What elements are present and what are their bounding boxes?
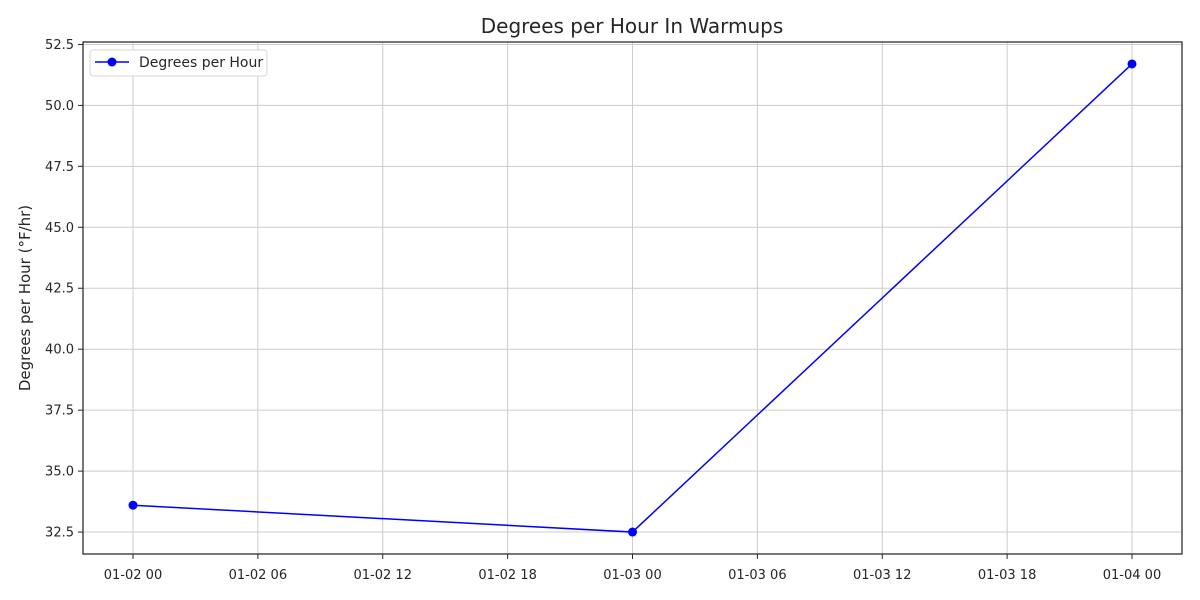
data-point [128, 500, 138, 510]
legend-marker [107, 57, 117, 67]
y-tick-label: 47.5 [45, 160, 74, 175]
x-tick-label: 01-03 06 [728, 568, 786, 583]
data-point [1127, 59, 1137, 69]
y-tick-label: 45.0 [45, 221, 74, 236]
y-axis-label: Degrees per Hour (°F/hr) [16, 205, 34, 391]
y-tick-label: 52.5 [45, 38, 74, 53]
x-tick-label: 01-02 12 [354, 568, 412, 583]
x-tick-label: 01-02 06 [229, 568, 287, 583]
y-tick-label: 37.5 [45, 404, 74, 419]
legend-label: Degrees per Hour [139, 55, 263, 71]
x-tick-label: 01-03 00 [603, 568, 661, 583]
x-tick-label: 01-04 00 [1103, 568, 1161, 583]
y-tick-label: 32.5 [45, 526, 74, 541]
chart-title: Degrees per Hour In Warmups [481, 14, 784, 38]
x-tick-label: 01-03 18 [978, 568, 1036, 583]
y-tick-label: 40.0 [45, 343, 74, 358]
legend-box [89, 49, 268, 77]
x-tick-label: 01-02 18 [478, 568, 536, 583]
data-point [628, 527, 637, 537]
y-tick-label: 50.0 [45, 99, 74, 114]
y-tick-label: 42.5 [45, 282, 74, 297]
y-tick-label: 35.0 [45, 465, 74, 480]
x-tick-label: 01-02 00 [104, 568, 162, 583]
x-tick-label: 01-03 12 [853, 568, 911, 583]
legend: Degrees per Hour [89, 49, 268, 77]
series-layer [128, 59, 1137, 537]
axis-ticks: 01-02 00 01-02 06 01-02 12 01-02 18 01-03 00… [45, 38, 1161, 583]
grid [83, 42, 1182, 554]
